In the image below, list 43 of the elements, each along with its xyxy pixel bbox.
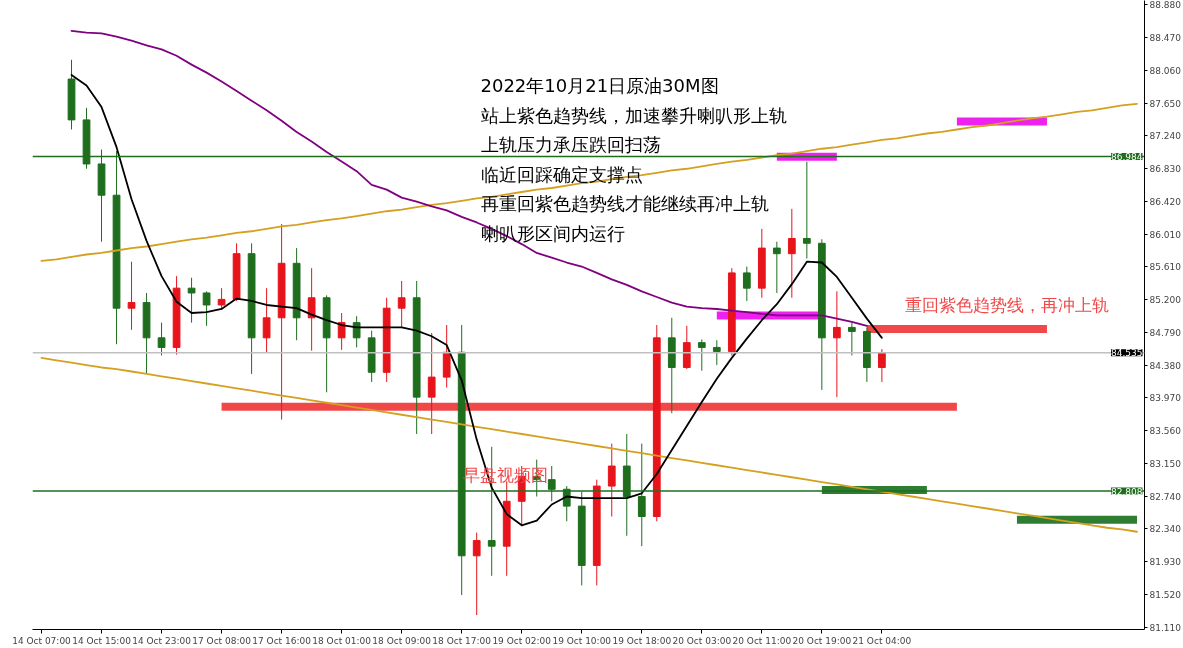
x-tick-label: 20 Oct 19:00	[792, 635, 852, 646]
y-tick-label: 84.380	[1149, 360, 1182, 371]
y-tick-label: 83.150	[1149, 459, 1182, 470]
y-tick-label: 83.970	[1149, 393, 1182, 404]
x-tick-label: 14 Oct 23:00	[132, 635, 192, 646]
x-tick-label: 19 Oct 10:00	[552, 635, 612, 646]
y-tick-label: 81.520	[1149, 589, 1182, 600]
x-tick-label: 14 Oct 07:00	[12, 635, 72, 646]
y-tick-label: 82.340	[1149, 524, 1182, 535]
annotation: 再重回紫色趋势线才能继续再冲上轨	[480, 193, 769, 215]
x-tick-label: 20 Oct 11:00	[732, 635, 792, 646]
x-tick-label: 18 Oct 17:00	[432, 635, 492, 646]
x-tick-label: 14 Oct 15:00	[72, 635, 132, 646]
x-tick-label: 19 Oct 02:00	[492, 635, 552, 646]
x-tick-label: 19 Oct 18:00	[612, 635, 672, 646]
annotation: 重回紫色趋势线，再冲上轨	[904, 294, 1109, 315]
annotation: 上轨压力承压跌回扫荡	[480, 134, 661, 156]
x-tick-label: 18 Oct 01:00	[312, 635, 372, 646]
x-tick-label: 18 Oct 09:00	[372, 635, 432, 646]
x-tick-label: 17 Oct 08:00	[192, 635, 252, 646]
x-tick-label: 20 Oct 03:00	[672, 635, 732, 646]
y-tick-label: 86.420	[1149, 197, 1182, 208]
ref-line-label: 84.535	[1111, 348, 1143, 359]
y-tick-label: 85.610	[1149, 262, 1182, 273]
y-tick-label: 87.240	[1149, 131, 1182, 142]
ref-line-label: 86.984	[1111, 151, 1143, 162]
annotation: 站上紫色趋势线，加速攀升喇叭形上轨	[480, 104, 787, 126]
y-tick-label: 87.650	[1149, 98, 1182, 109]
y-tick-label: 84.790	[1149, 327, 1182, 338]
y-tick-label: 88.470	[1149, 32, 1182, 43]
y-tick-label: 86.830	[1149, 164, 1182, 175]
y-tick-label: 83.560	[1149, 426, 1182, 437]
x-tick-label: 17 Oct 16:00	[252, 635, 312, 646]
y-tick-label: 88.060	[1149, 65, 1182, 76]
y-tick-label: 81.110	[1149, 622, 1182, 633]
y-tick-label: 81.930	[1149, 556, 1182, 567]
ref-line-label: 82.808	[1111, 486, 1143, 497]
text: 2022年10月21日原油30M图	[480, 75, 719, 96]
y-tick-label: 82.740	[1149, 491, 1182, 502]
y-tick-label: 85.200	[1149, 294, 1182, 305]
x-tick-label: 21 Oct 04:00	[852, 635, 912, 646]
y-tick-label: 86.010	[1149, 229, 1182, 240]
y-tick-label: 88.880	[1149, 0, 1182, 11]
